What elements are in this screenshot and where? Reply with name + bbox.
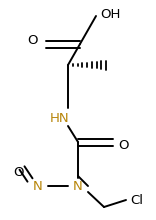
Text: Cl: Cl bbox=[130, 194, 143, 207]
Text: OH: OH bbox=[100, 7, 120, 20]
Text: N: N bbox=[33, 180, 43, 192]
Text: HN: HN bbox=[50, 112, 70, 125]
Text: O: O bbox=[27, 33, 37, 46]
Text: O: O bbox=[118, 139, 129, 152]
Text: N: N bbox=[73, 180, 83, 192]
Text: O: O bbox=[13, 165, 23, 178]
